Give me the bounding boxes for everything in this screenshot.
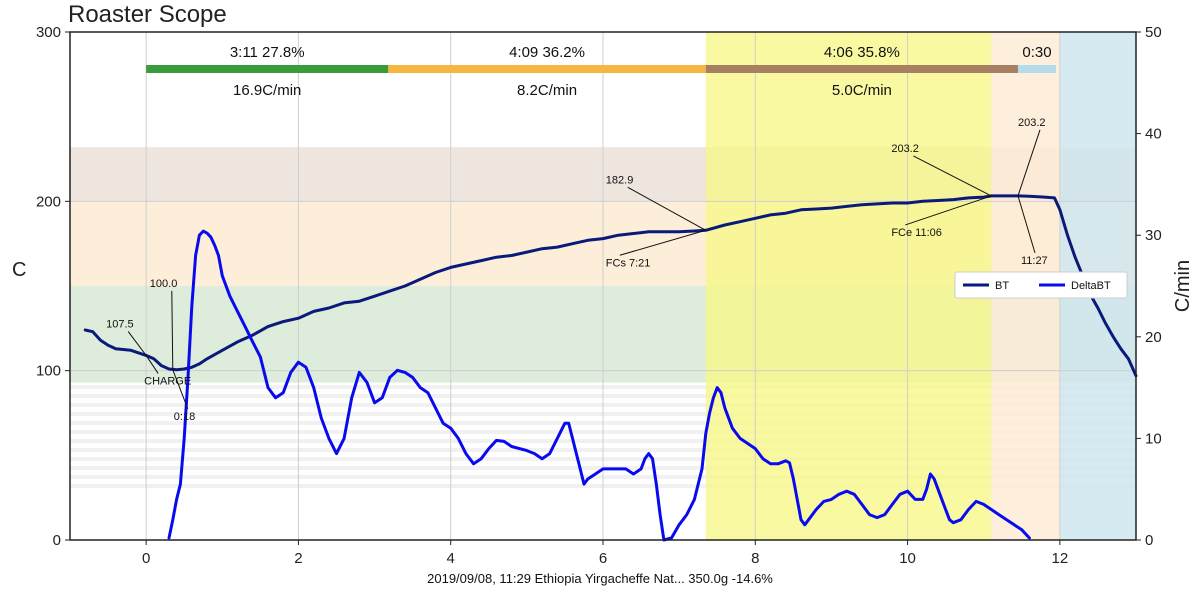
y2-tick-label: 30: [1145, 227, 1162, 244]
annotation-label: CHARGE: [144, 375, 191, 387]
y-axis-label: C: [12, 259, 26, 281]
y-tick-label: 200: [36, 193, 61, 210]
x-tick-label: 2: [294, 550, 302, 567]
legend-entry-label: DeltaBT: [1071, 280, 1111, 292]
phase-rate-label: 8.2C/min: [517, 82, 577, 99]
delta-bt-series-line: [167, 229, 1031, 542]
y-tick-label: 0: [53, 532, 61, 549]
annotation-leader: [1017, 195, 1036, 254]
annotation-leader: [172, 369, 189, 409]
annotation-label: FCe 11:06: [891, 227, 942, 239]
annotation-label: 182.9: [606, 174, 634, 186]
chart-annotations: 107.5 100.0 CHARGE 0:18 182.9 FCs 7:21 203.2 FC…: [106, 117, 1048, 423]
annotation-leader: [627, 186, 707, 231]
phase-rate-label: 16.9C/min: [233, 82, 301, 99]
x-tick-label: 0: [142, 550, 150, 567]
y-tick-label: 100: [36, 363, 61, 380]
phase-time-label: 0:30: [1022, 44, 1051, 61]
bt-series-line: [83, 194, 1138, 378]
annotation-leader: [905, 195, 992, 226]
annotation-label: FCs 7:21: [606, 257, 651, 269]
y2-axis-label: C/min: [1172, 260, 1194, 312]
development-span: [705, 32, 992, 540]
annotation-leader: [619, 229, 706, 256]
annotation-label: 203.2: [891, 143, 919, 155]
annotation-leader: [171, 290, 174, 370]
phase-time-label: 3:11 27.8%: [230, 44, 305, 61]
annotation-label: 11:27: [1021, 255, 1048, 267]
chart-axes: 0 2 4 6 8 10 12 0 100 200 300 0 10 20 30 40 50 C C/min: [12, 24, 1194, 567]
y2-tick-label: 20: [1145, 329, 1162, 346]
legend-entry-label: BT: [995, 280, 1009, 292]
annotation-leader: [145, 355, 159, 374]
x-tick-label: 4: [447, 550, 455, 567]
x-tick-label: 6: [599, 550, 607, 567]
y2-tick-label: 0: [1145, 532, 1153, 549]
app-title: Roaster Scope: [68, 1, 227, 28]
phase-bar: [1017, 65, 1057, 73]
x-tick-label: 8: [751, 550, 759, 567]
footer-info: 2019/09/08, 11:29 Ethiopia Yirgacheffe N…: [427, 571, 773, 586]
y2-tick-label: 50: [1145, 24, 1162, 41]
phase-bar: [388, 65, 706, 73]
phase-time-label: 4:09 36.2%: [509, 44, 585, 61]
annotation-leader: [1017, 129, 1041, 197]
phase-rate-label: 5.0C/min: [832, 82, 892, 99]
annotation-label: 203.2: [1018, 117, 1046, 129]
phase-bars: 3:11 27.8% 16.9C/min 4:09 36.2% 8.2C/min 4:0…: [146, 44, 1057, 99]
phase-time-label: 4:06 35.8%: [824, 44, 900, 61]
phase-bar: [705, 65, 1018, 73]
annotation-label: 100.0: [150, 278, 178, 290]
x-tick-label: 10: [899, 550, 916, 567]
x-tick-label: 12: [1052, 550, 1069, 567]
y-tick-label: 300: [36, 24, 61, 41]
chart-legend[interactable]: BT DeltaBT: [954, 271, 1128, 299]
annotation-leader: [127, 331, 147, 356]
annotation-leader: [913, 155, 992, 197]
annotation-label: 107.5: [106, 318, 134, 330]
y2-tick-label: 40: [1145, 126, 1162, 143]
annotation-label: 0:18: [174, 411, 195, 423]
phase-bar: [146, 65, 389, 73]
y2-tick-label: 10: [1145, 430, 1162, 447]
chart-series: [83, 194, 1138, 542]
